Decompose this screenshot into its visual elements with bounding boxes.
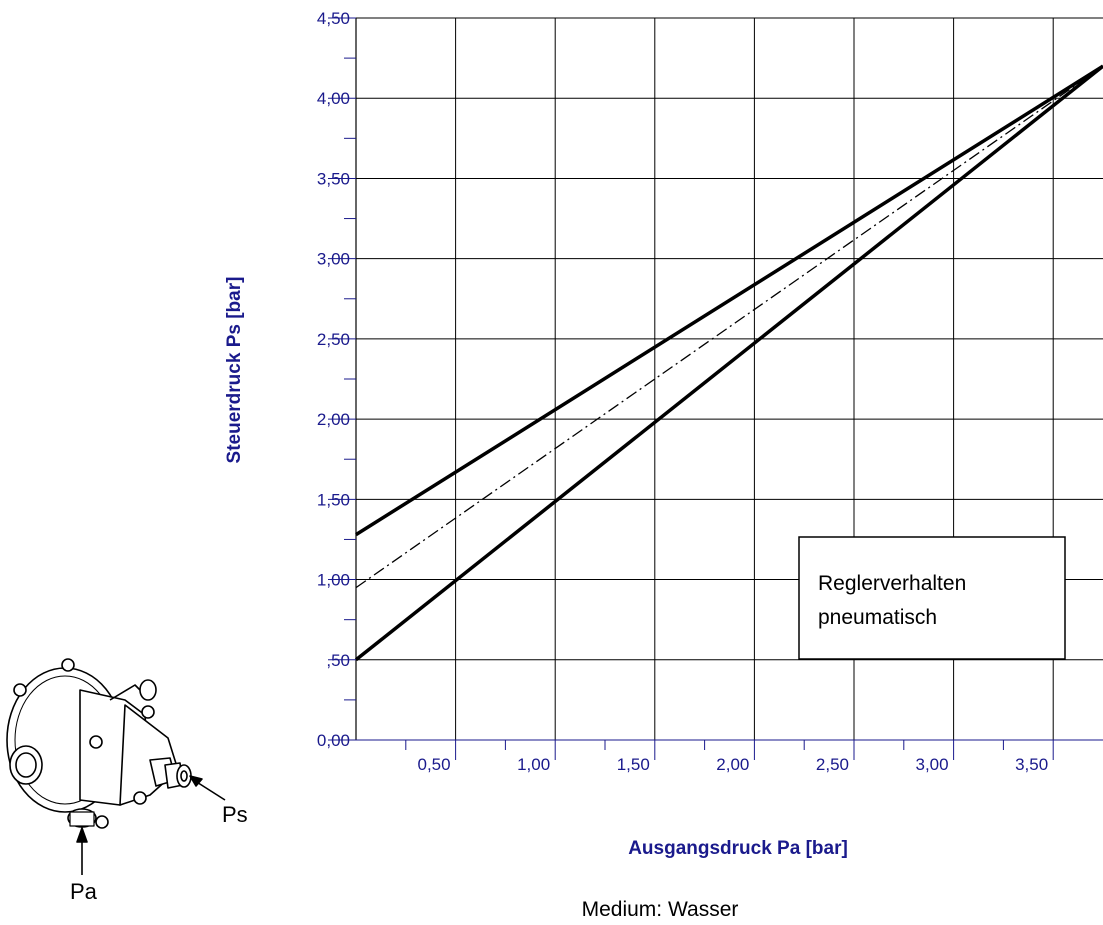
x-tick-label: 1,00 <box>517 755 550 774</box>
x-tick-label: 2,00 <box>716 755 749 774</box>
x-tick-label: 2,50 <box>816 755 849 774</box>
y-tick-label: 2,50 <box>317 330 350 349</box>
y-tick-label: 3,50 <box>317 169 350 188</box>
series-line-bound <box>355 64 1103 537</box>
grid <box>355 17 1103 740</box>
x-ticks: 0,50 1,00 1,50 2,00 2,50 3,00 3,50 <box>356 739 1103 774</box>
footnote: Medium: Wasser <box>582 898 739 921</box>
y-tick-label: 1,00 <box>317 571 350 590</box>
device-label-pa: Pa <box>70 879 98 904</box>
x-tick-label: 3,50 <box>1015 755 1048 774</box>
y-tick-label: 4,50 <box>317 9 350 28</box>
series-line-middle <box>355 65 1103 589</box>
device-label-ps: Ps <box>222 802 248 827</box>
series-line-bound <box>354 64 1103 662</box>
annotation-line-2: pneumatisch <box>818 606 937 629</box>
x-axis-title: Ausgangsdruck Pa [bar] <box>628 838 848 859</box>
x-tick-label: 1,50 <box>617 755 650 774</box>
series-lines <box>354 64 1103 662</box>
y-tick-label: 1,50 <box>317 490 350 509</box>
x-tick-label: 3,00 <box>916 755 949 774</box>
y-tick-label: 0,00 <box>317 731 350 750</box>
annotation-line-1: Reglerverhalten <box>818 572 966 595</box>
y-axis-title: Steuerdruck Ps [bar] <box>224 277 245 464</box>
y-tick-label: ,50 <box>326 651 350 670</box>
y-tick-label: 4,00 <box>317 89 350 108</box>
regulator-device-illustration <box>6 658 226 875</box>
y-ticks: 0,00 ,50 1,00 1,50 2,00 2,50 3,00 3,50 4,00 4,50 <box>317 9 356 750</box>
y-tick-label: 3,00 <box>317 250 350 269</box>
annotation-box: Reglerverhalten pneumatisch <box>798 536 1066 660</box>
x-tick-label: 0,50 <box>418 755 451 774</box>
y-tick-label: 2,00 <box>317 410 350 429</box>
